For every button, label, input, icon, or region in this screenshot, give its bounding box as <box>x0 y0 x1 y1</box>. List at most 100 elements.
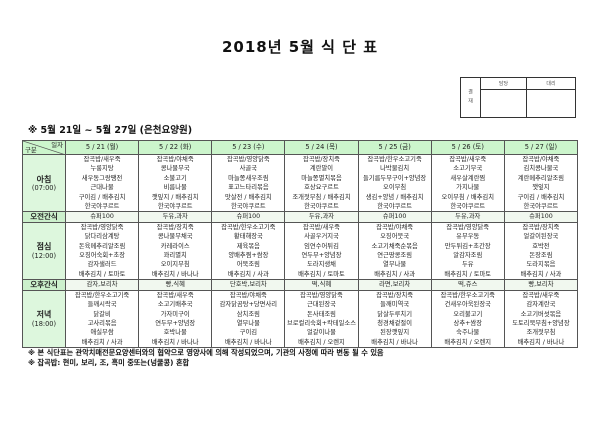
menu-cell: 잡곡밥/영양닭죽 근대된장국 돈사태조림 브로컬리숙회+칵테일소스 얼갈이나물 배추김치 … <box>284 289 359 349</box>
row-breakfast: 아침 (07:00) 잡곡밥/새우죽 누룽지탕 새우동그랑땡전 근대나물 구이김 / 배추김… <box>22 153 579 213</box>
menu-item: 비름나물 <box>163 184 187 192</box>
menu-item: 잡곡밥/영양닭죽 <box>300 291 343 299</box>
menu-item: 잡곡밥/장치죽 <box>303 156 340 163</box>
diagonal-line <box>23 141 66 155</box>
menu-cell: 라면,보리차 <box>357 279 432 291</box>
approval-sign-manager[interactable] <box>480 89 527 118</box>
menu-item: 잡곡밥/새우죽 <box>522 291 560 299</box>
menu-item: 김치콩나물국 <box>523 165 559 173</box>
menu-item: 오징어숙회+초장 <box>79 252 125 260</box>
menu-item: 누룽지탕 <box>90 165 114 173</box>
row-label: 점심 (12:00) <box>22 221 66 281</box>
menu-item: 연두부+양념장 <box>301 252 342 260</box>
menu-item: 오이무침 <box>383 184 407 192</box>
menu-item: 잡곡밥/야채죽 <box>229 291 267 299</box>
menu-item: 알감자조림 <box>453 252 483 260</box>
menu-item: 연근땅콩조림 <box>377 252 413 260</box>
meal-time: (07:00) <box>31 183 57 192</box>
menu-item: 배추김치 / 오렌지 <box>444 338 492 346</box>
menu-cell: 빵,식혜 <box>138 279 213 291</box>
menu-item: 고사리볶음 <box>87 319 117 327</box>
menu-item: 유부우동 <box>456 233 480 241</box>
menu-item: 사골우거지국 <box>304 233 339 241</box>
menu-item: 한국야쿠르트 <box>157 203 193 211</box>
menu-item: 구이김 <box>239 329 258 337</box>
menu-item: 오이지무침 <box>160 261 190 269</box>
meal-label: 저녁 <box>36 310 52 320</box>
menu-item: 양배추찜+쌈장 <box>228 252 269 260</box>
day-header: 5 / 24 (목) <box>284 140 359 155</box>
row-label: 아침 (07:00) <box>22 153 66 213</box>
menu-item: 나박물김치 <box>380 165 410 173</box>
approval-sign-deputy[interactable] <box>526 89 576 118</box>
menu-item: 생김+양념 / 배추김치 <box>365 193 424 201</box>
menu-item: 배추김치 / 토마토 <box>298 270 345 278</box>
menu-item: 배추김치 / 토마토 <box>444 270 492 278</box>
note-line: ※ 잡곡밥: 현미, 보리, 조, 흑미 중또는(넝쿨콩) 혼합 <box>28 357 190 367</box>
row-dinner: 저녁 (18:00) 잡곡밥/한우소고기죽 들깨시락국 닭갈비 고사리볶음 애실무쌈 배추김치… <box>22 289 579 349</box>
menu-item: 소불고기 <box>163 174 187 182</box>
menu-cell: 슈퍼100 <box>357 211 432 223</box>
menu-item: 잡곡밥/한우소고기죽 <box>221 223 276 231</box>
menu-cell: 잡곡밥/영양닭죽 닭다리삼계탕 돈육메추리알조림 오징어숙회+초장 감자샐러드 배추김치 … <box>64 221 140 281</box>
menu-item: 배추김치 / 바나나 <box>517 338 565 346</box>
menu-cell: 떡,식혜 <box>284 279 359 291</box>
day-header: 5 / 22 (화) <box>138 140 213 155</box>
menu-item: 잡곡밥/새우죽 <box>303 223 340 231</box>
menu-item: 잡곡밥/새우죽 <box>156 291 194 299</box>
menu-item: 감자닭곰탕+당면사리 <box>219 301 278 309</box>
menu-item: 숙주나물 <box>456 329 480 337</box>
menu-item: 잡곡밥/한우소고기죽 <box>440 291 495 299</box>
menu-item: 잡곡밥/야채죽 <box>376 223 414 231</box>
menu-cell: 잡곡밥/장치죽 들깨미역국 닭살두루치기 청경채겉절이 된장깻잎지 배추김치 / 바나나 <box>357 289 432 349</box>
menu-item: 닭살두루치기 <box>377 310 413 318</box>
menu-cell: 슈퍼100 <box>211 211 286 223</box>
menu-item: 호박나물 <box>163 329 187 337</box>
menu-cell: 잡곡밥/야채죽 오징어뭇국 소고기채죽순볶음 연근땅콩조림 열무나물 배추김치 / 사과 <box>357 221 432 281</box>
menu-item: 한국야쿠르트 <box>377 203 413 211</box>
menu-cell: 잡곡밥/새우죽 소고기배추국 가자미구이 연두부+양념장 호박나물 배추김치 / 바나나 <box>138 289 213 349</box>
day-header: 5 / 21 (월) <box>64 140 140 155</box>
menu-cell: 잡곡밥/야채죽 김치콩나물국 계란메추리알조림 깻잎지 구이김 / 배추김치 한국야쿠르트 <box>503 153 579 213</box>
menu-cell: 잡곡밥/새우죽 소고기무국 새우살계란찜 가지나물 오이무침 / 배추김치 한국야쿠르트 <box>430 153 505 213</box>
menu-item: 마늘쫑새우조림 <box>228 174 269 182</box>
menu-item: 청경채겉절이 <box>377 319 413 327</box>
menu-item: 소고기배추국 <box>157 301 193 309</box>
menu-item: 오이무침 / 배추김치 <box>441 193 495 201</box>
day-header: 5 / 26 (토) <box>430 140 505 155</box>
row-lunch: 점심 (12:00) 잡곡밥/영양닭죽 닭다리삼계탕 돈육메추리알조림 오징어숙회+초장 감… <box>22 221 579 281</box>
menu-cell: 두유,과자 <box>138 211 213 223</box>
menu-item: 돈장조림 <box>529 252 553 260</box>
menu-cell: 빵,보리차 <box>503 279 579 291</box>
menu-item: 깻잎지 <box>532 184 550 192</box>
note-line: ※ 본 식단표는 관악치매전문요양센터와의 협약으로 영양사에 의해 작성되었으… <box>28 348 384 357</box>
row-label: 오전간식 <box>22 211 66 223</box>
menu-item: 한국야쿠르트 <box>450 203 486 211</box>
day-header: 5 / 27 (일) <box>503 140 579 155</box>
menu-item: 호박전 <box>532 242 550 250</box>
menu-item: 잡곡밥/야채죽 <box>522 156 560 163</box>
menu-item: 배추김치 / 바나나 <box>151 338 199 346</box>
menu-item: 계란메추리알조림 <box>517 174 565 182</box>
menu-item: 깻잎지 / 배추김치 <box>151 193 199 201</box>
meal-time: (18:00) <box>31 319 57 328</box>
menu-item: 잡곡밥/영양닭죽 <box>446 223 490 231</box>
row-label: 오후간식 <box>22 279 66 291</box>
menu-item: 가지나물 <box>456 184 480 192</box>
approval-col-deputy: 대리 <box>526 77 576 90</box>
menu-cell: 잡곡밥/영양닭죽 사골국 마늘쫑새우조림 표고느타리볶음 맛살전 / 배추김치 한국야쿠르… <box>211 153 286 213</box>
menu-cell: 감자,보리차 <box>64 279 140 291</box>
menu-cell: 잡곡밥/장치죽 콩나물무채국 카레라이스 꽈리멸치 오이지무침 배추김치 / 바나나 <box>138 221 213 281</box>
meal-table: 일자 구분 5 / 21 (월) 5 / 22 (화) 5 / 23 (수) 5… <box>22 140 579 349</box>
row-label: 저녁 (18:00) <box>22 289 66 349</box>
menu-item: 건새우아욱된장국 <box>444 301 491 309</box>
approval-col-manager: 담당 <box>480 77 527 90</box>
menu-item: 근대된장국 <box>307 301 336 309</box>
menu-item: 잡곡밥/장치죽 <box>376 291 414 299</box>
menu-item: 열무나물 <box>383 261 407 269</box>
day-header: 5 / 25 (금) <box>357 140 432 155</box>
menu-item: 두유 <box>461 261 474 269</box>
menu-item: 제육볶음 <box>236 242 260 250</box>
menu-item: 감자계란국 <box>526 301 556 309</box>
menu-item: 꽈리멸치 <box>163 252 187 260</box>
